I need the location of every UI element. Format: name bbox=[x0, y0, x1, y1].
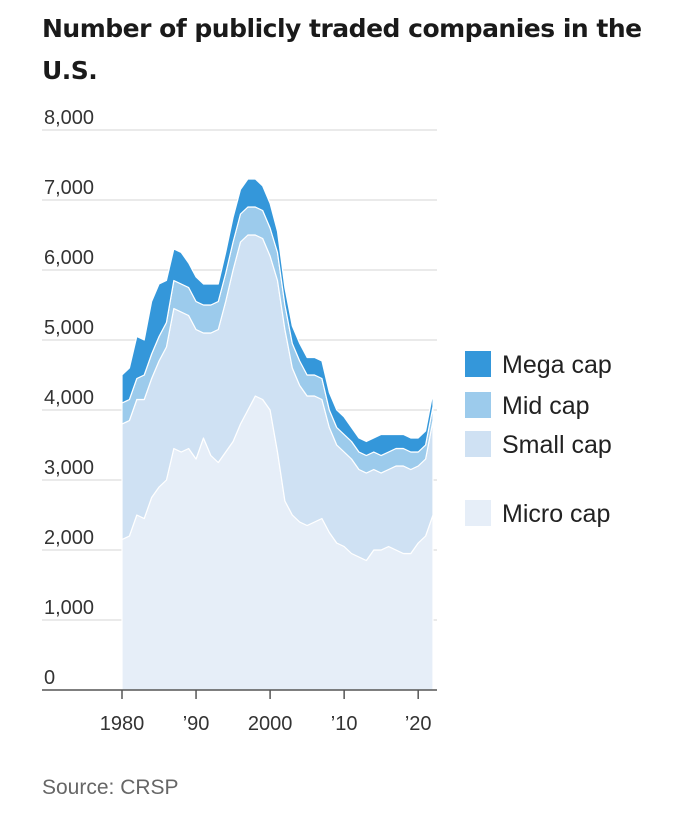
x-tick-label: 2000 bbox=[248, 713, 293, 735]
y-tick-label: 3,000 bbox=[44, 457, 94, 479]
y-tick-label: 2,000 bbox=[44, 527, 94, 549]
y-tick-label: 6,000 bbox=[44, 247, 94, 269]
y-tick-label: 5,000 bbox=[44, 317, 94, 339]
x-tick-label: ’90 bbox=[183, 713, 210, 735]
x-tick-label: 1980 bbox=[100, 713, 145, 735]
x-tick-label: ’10 bbox=[331, 713, 358, 735]
series-areas bbox=[121, 178, 434, 691]
legend-label-small-cap: Small cap bbox=[502, 431, 612, 459]
legend-swatch-mega-cap bbox=[465, 351, 491, 377]
legend-label-mega-cap: Mega cap bbox=[502, 351, 612, 379]
chart-title: Number of publicly traded companies in t… bbox=[42, 14, 642, 85]
y-tick-label: 7,000 bbox=[44, 177, 94, 199]
legend: Mega cap Mid cap Small cap Micro cap bbox=[465, 351, 612, 528]
y-axis-ticks: 0 1,000 2,000 3,000 4,000 5,000 6,000 7,000 8,00… bbox=[44, 107, 94, 689]
legend-swatch-mid-cap bbox=[465, 392, 491, 418]
y-tick-label: 0 bbox=[44, 667, 55, 689]
legend-label-micro-cap: Micro cap bbox=[502, 500, 610, 528]
y-tick-label: 4,000 bbox=[44, 387, 94, 409]
legend-swatch-micro-cap bbox=[465, 500, 491, 526]
y-tick-label: 1,000 bbox=[44, 597, 94, 619]
source-note: Source: CRSP bbox=[42, 776, 179, 799]
legend-swatch-small-cap bbox=[465, 431, 491, 457]
x-axis: 1980 ’90 2000 ’10 ’20 bbox=[42, 689, 437, 735]
stacked-area-chart: 0 1,000 2,000 3,000 4,000 5,000 6,000 7,000 8,00… bbox=[42, 107, 612, 735]
series-area-mega-cap bbox=[121, 178, 434, 457]
x-tick-label: ’20 bbox=[405, 713, 432, 735]
legend-label-mid-cap: Mid cap bbox=[502, 392, 590, 420]
y-tick-label: 8,000 bbox=[44, 107, 94, 129]
